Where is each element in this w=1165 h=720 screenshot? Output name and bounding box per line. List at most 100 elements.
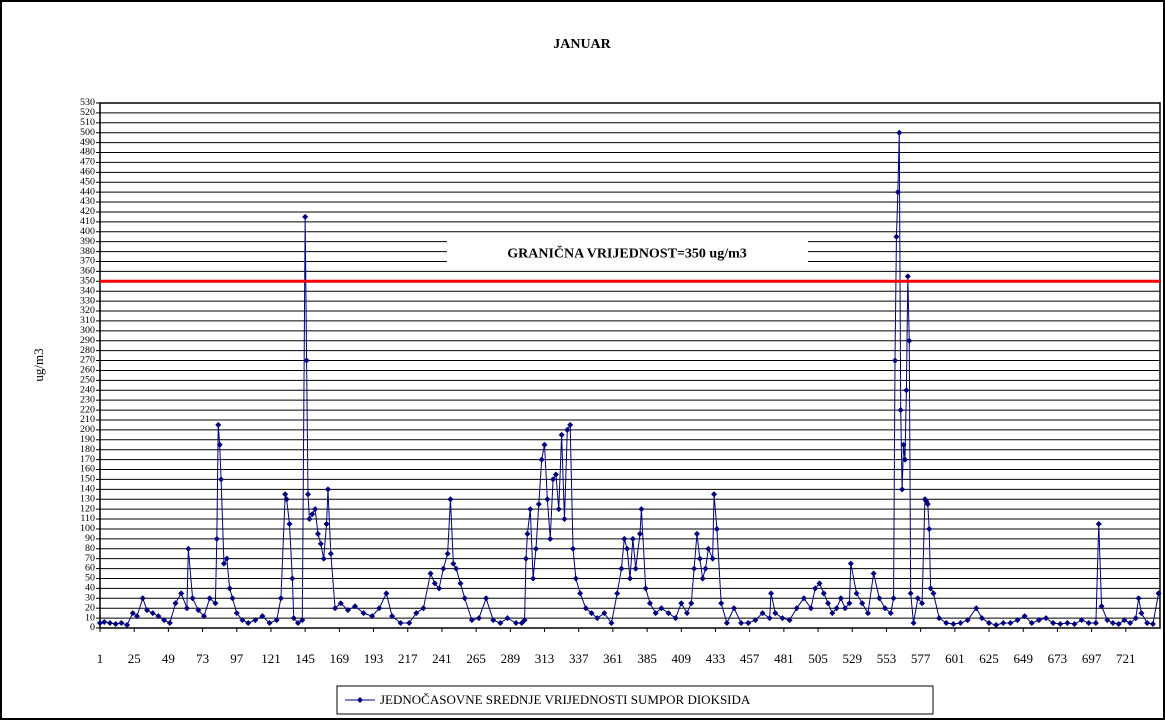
data-point (1035, 617, 1042, 624)
y-tick-label: 300 (80, 325, 95, 336)
x-tick-label: 25 (128, 651, 141, 666)
data-point (910, 620, 917, 627)
data-point (220, 560, 227, 567)
data-point (195, 607, 202, 614)
data-point (218, 476, 225, 483)
y-tick-label: 70 (85, 553, 95, 564)
data-point (793, 605, 800, 612)
data-point (530, 575, 537, 582)
x-tick-label: 145 (295, 651, 315, 666)
data-point (447, 496, 454, 503)
data-point (206, 595, 213, 602)
x-tick-label: 577 (911, 651, 931, 666)
data-point (820, 590, 827, 597)
data-point (306, 516, 313, 523)
x-tick-label: 313 (535, 651, 555, 666)
data-point (731, 605, 738, 612)
chart-title: JANUAR (553, 37, 611, 52)
x-tick-label: 121 (261, 651, 281, 666)
data-point (97, 620, 103, 627)
data-point (678, 600, 685, 607)
data-point (646, 600, 653, 607)
y-tick-label: 0 (90, 622, 95, 633)
y-tick-label: 40 (85, 583, 95, 594)
data-point (453, 565, 460, 572)
data-point (440, 565, 447, 572)
y-tick-label: 330 (80, 295, 95, 306)
y-tick-label: 240 (80, 385, 95, 396)
data-point (570, 545, 577, 552)
data-point (360, 610, 367, 617)
y-tick-label: 470 (80, 157, 95, 168)
x-tick-label: 385 (637, 651, 657, 666)
y-tick-label: 530 (80, 97, 95, 108)
data-point (1064, 620, 1071, 627)
data-point (541, 441, 548, 448)
data-point (323, 520, 330, 527)
x-tick-label: 649 (1013, 651, 1033, 666)
data-point (252, 617, 259, 624)
data-point (564, 426, 571, 433)
data-point (859, 600, 866, 607)
data-point (812, 585, 819, 592)
y-tick-label: 360 (80, 266, 95, 277)
series-line (99, 132, 1160, 626)
data-point (277, 595, 284, 602)
y-tick-label: 310 (80, 315, 95, 326)
data-point (896, 129, 903, 136)
data-point (1071, 621, 1078, 628)
x-tick-label: 433 (706, 651, 726, 666)
y-tick-label: 160 (80, 464, 95, 475)
data-point (594, 615, 601, 622)
data-point (930, 590, 937, 597)
data-point (713, 525, 720, 532)
data-point (627, 575, 633, 582)
data-point (1014, 617, 1021, 624)
data-point (711, 491, 718, 498)
y-tick-label: 420 (80, 206, 95, 217)
data-point (555, 506, 562, 513)
y-tick-label: 30 (85, 593, 95, 604)
threshold-label-box (447, 239, 808, 270)
data-point (299, 617, 306, 624)
x-tick-label: 73 (196, 651, 209, 666)
data-point (1085, 620, 1092, 627)
data-point (897, 407, 904, 414)
y-tick-label: 250 (80, 375, 95, 386)
data-point (786, 617, 793, 624)
data-point (369, 613, 376, 620)
data-point (957, 620, 964, 627)
data-point (833, 605, 840, 612)
x-tick-label: 457 (740, 651, 760, 666)
data-point (752, 617, 759, 624)
y-tick-label: 80 (85, 543, 95, 554)
data-point (1021, 613, 1028, 620)
y-tick-label: 460 (80, 167, 95, 178)
data-point (1078, 617, 1085, 624)
data-point (853, 590, 860, 597)
data-point (693, 530, 700, 537)
data-point (1132, 615, 1139, 622)
data-point (1095, 520, 1102, 527)
data-point (588, 610, 595, 617)
x-tick-label: 337 (569, 651, 589, 666)
y-tick-label: 120 (80, 504, 95, 515)
data-point (112, 621, 119, 628)
y-tick-label: 180 (80, 444, 95, 455)
data-point (903, 387, 910, 394)
data-point (636, 530, 643, 537)
y-tick-label: 220 (80, 404, 95, 415)
data-point (212, 600, 219, 607)
data-point (718, 600, 725, 607)
data-point (344, 607, 351, 614)
data-point (993, 622, 1000, 629)
data-point (807, 605, 814, 612)
data-point (431, 580, 438, 587)
data-point (825, 600, 832, 607)
legend-box (336, 685, 934, 715)
x-tick-label: 553 (877, 651, 897, 666)
legend-label: JEDNOČASOVNE SREDNJE VRIJEDNOSTI SUMPOR … (380, 692, 751, 707)
y-tick-label: 20 (85, 603, 95, 614)
data-point (420, 605, 427, 612)
data-point (658, 605, 665, 612)
